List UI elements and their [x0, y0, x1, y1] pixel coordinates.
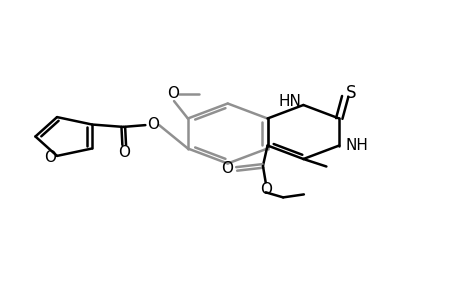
- Text: O: O: [221, 161, 233, 176]
- Text: O: O: [147, 117, 159, 132]
- Text: NH: NH: [345, 138, 367, 153]
- Text: O: O: [260, 182, 272, 196]
- Text: O: O: [44, 150, 56, 165]
- Text: O: O: [167, 86, 179, 101]
- Text: O: O: [118, 145, 130, 160]
- Text: HN: HN: [278, 94, 300, 110]
- Text: S: S: [345, 84, 355, 102]
